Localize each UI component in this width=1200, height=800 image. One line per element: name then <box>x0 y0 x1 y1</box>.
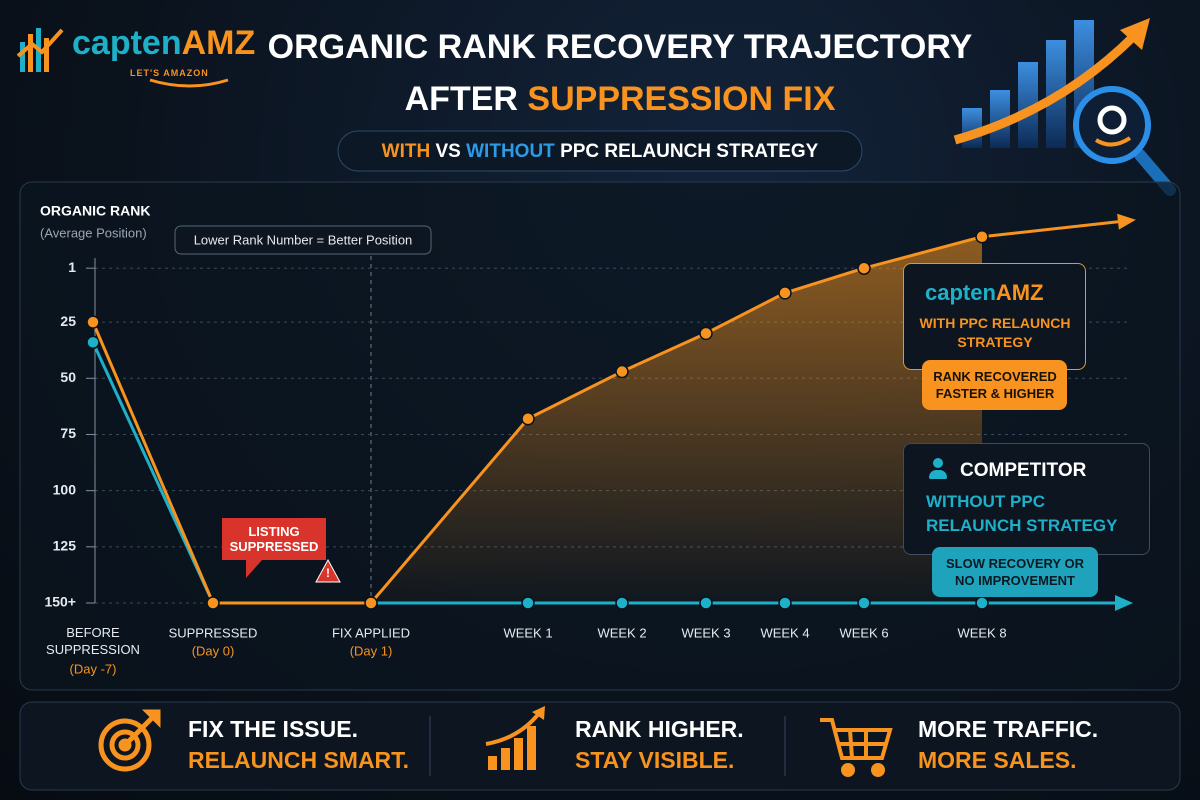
subtitle-rest: PPC RELAUNCH STRATEGY <box>560 141 819 162</box>
note: Lower Rank Number = Better Position <box>194 232 413 247</box>
series-name: WITHOUT PPC RELAUNCH STRATEGY <box>926 492 1118 535</box>
point <box>699 326 713 341</box>
logo-icon <box>16 28 64 72</box>
competitor: COMPETITOR <box>960 460 1087 481</box>
arrow-head <box>1115 595 1133 611</box>
callout-brand: captenAMZ <box>925 280 1044 306</box>
with-result-box <box>922 360 1067 410</box>
brand-name: capten <box>925 280 996 305</box>
brand-accent: AMZ <box>995 280 1044 305</box>
y-sublabel: (Average Position) <box>40 225 147 240</box>
competitor-callout <box>903 443 1150 555</box>
subtitle-without: WITHOUT <box>466 141 555 162</box>
y-tick-label: 100 <box>53 481 77 497</box>
x-tick-label: SUPPRESSED <box>169 625 258 640</box>
logo-accent: AMZ <box>181 24 256 62</box>
x-tick-label: WEEK 6 <box>839 625 888 640</box>
y-tick-label: 50 <box>60 369 76 385</box>
footer-line2: RELAUNCH SMART. <box>188 747 410 773</box>
trend-arrow <box>981 220 1119 239</box>
y-tick-label: 75 <box>60 425 76 441</box>
chart-title-2: AFTER SUPPRESSION FIX <box>250 80 990 119</box>
footer-line1: MORE TRAFFIC. <box>918 716 1099 742</box>
x-tick-note: (Day -7) <box>70 661 117 676</box>
point <box>206 596 220 610</box>
y-tick-label: 125 <box>53 538 77 554</box>
x-tick-label: WEEK 8 <box>957 625 1006 640</box>
point <box>699 596 713 610</box>
without-result-box <box>932 547 1098 597</box>
cart-icon <box>820 718 893 777</box>
suppressed-label: LISTING SUPPRESSED <box>229 524 319 554</box>
without-result: SLOW RECOVERY OR NO IMPROVEMENT <box>946 556 1084 588</box>
with-callout <box>903 263 1086 370</box>
with-result: RANK RECOVERED FASTER & HIGHER <box>933 369 1057 401</box>
footer-item: FIX THE ISSUE. RELAUNCH SMART. <box>188 714 409 776</box>
logo-smile <box>149 78 229 88</box>
growth-icon <box>485 706 545 770</box>
arrow-head <box>1117 213 1136 230</box>
x-tick-note: (Day 1) <box>350 643 393 658</box>
point <box>857 596 871 610</box>
footer-line1: FIX THE ISSUE. <box>188 716 358 742</box>
footer-panel <box>19 701 1181 791</box>
suppressed-callout <box>222 518 326 578</box>
point <box>778 286 792 300</box>
x-tick-label: WEEK 4 <box>760 625 809 640</box>
x-tick-note: (Day 0) <box>192 643 235 658</box>
point <box>975 596 989 610</box>
title-part: AFTER <box>404 80 518 118</box>
y-label: ORGANIC RANK <box>40 203 150 219</box>
footer-line1: RANK HIGHER. <box>575 716 744 742</box>
subtitle-with: WITH <box>381 141 431 162</box>
footer-item: RANK HIGHER. STAY VISIBLE. <box>575 714 744 776</box>
point <box>364 596 378 610</box>
subtitle: WITH VS WITHOUT PPC RELAUNCH STRATEGY <box>338 141 862 163</box>
x-tick-label: WEEK 1 <box>503 625 552 640</box>
logo-text: captenAMZ <box>72 24 255 63</box>
footer-item: MORE TRAFFIC. MORE SALES. <box>918 714 1098 776</box>
point <box>615 596 629 610</box>
subtitle-pill <box>337 130 863 172</box>
point <box>521 596 535 610</box>
amazon-growth-icon <box>953 18 1176 196</box>
x-tick-label: WEEK 3 <box>681 625 730 640</box>
logo-tagline: LET'S AMAZON <box>130 68 209 78</box>
point <box>857 261 871 275</box>
x-tick-label: FIX APPLIED <box>332 625 410 640</box>
x-tick-label: WEEK 2 <box>597 625 646 640</box>
y-tick-label: 150+ <box>44 594 76 610</box>
warning-mark: ! <box>326 566 330 580</box>
subtitle-vs: VS <box>435 141 461 162</box>
title-accent: SUPPRESSION FIX <box>527 80 836 118</box>
y-tick-label: 1 <box>68 259 76 275</box>
logo-name: capten <box>72 24 182 62</box>
point <box>86 315 100 329</box>
chart-title: ORGANIC RANK RECOVERY TRAJECTORY <box>267 28 973 66</box>
point <box>521 411 535 426</box>
person-icon <box>928 458 948 480</box>
point <box>615 364 629 379</box>
footer-line2: MORE SALES. <box>918 747 1077 773</box>
target-icon <box>98 709 161 772</box>
point <box>86 335 100 350</box>
warning-icon <box>315 558 341 583</box>
footer-line2: STAY VISIBLE. <box>575 747 735 773</box>
area <box>371 236 982 603</box>
point <box>975 229 989 244</box>
y-tick-label: 25 <box>60 313 76 329</box>
series-name: WITH PPC RELAUNCH STRATEGY <box>919 315 1071 350</box>
note-box <box>174 225 432 255</box>
x-tick-label: BEFORE SUPPRESSION <box>46 625 140 657</box>
point <box>778 596 792 610</box>
